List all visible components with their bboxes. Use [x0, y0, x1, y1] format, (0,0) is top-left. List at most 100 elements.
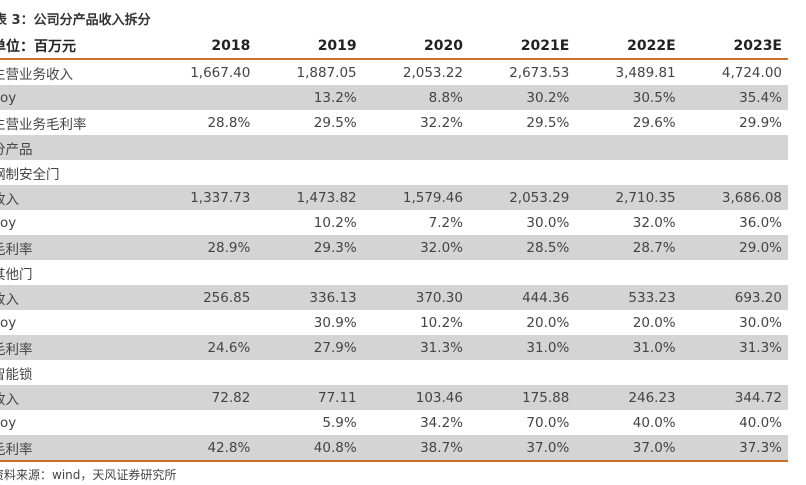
row-label: 收入 [0, 285, 150, 310]
value-cell: 40.0% [739, 414, 782, 431]
value-cell [256, 160, 362, 185]
value-cell: 30.5% [575, 85, 682, 110]
value-cell: 42.8% [150, 435, 257, 462]
value-cell: 40.0% [632, 414, 676, 431]
table-row: 主营业务毛利率 28.8% 29.5% 32.2% 29.5% 29.6% 29.9% [0, 110, 788, 135]
value-cell [362, 135, 469, 160]
table-row: 分产品 [0, 135, 788, 160]
value-cell: 32.2% [420, 114, 463, 131]
header-cell: 2023E [681, 33, 788, 60]
row-label: yoy [0, 414, 17, 431]
table-row: 毛利率24.6%27.9%31.3%31.0%31.0%31.3% [0, 335, 788, 360]
value-cell: 28.8% [207, 114, 251, 131]
header-cell: 2021E [468, 33, 576, 60]
value-cell: 533.23 [575, 285, 682, 310]
value-cell: 29.9% [739, 114, 782, 131]
row-label: 分产品 [0, 135, 150, 160]
table-row: 主营业务收入 1,667.40 1,887.05 2,053.22 2,673.53 3,… [0, 59, 788, 85]
row-label: 收入 [0, 385, 150, 410]
value-cell [469, 160, 575, 185]
table-row: yoy 30.9% 10.2% 20.0% 20.0% 30.0% [0, 310, 788, 335]
value-cell: 8.8% [362, 85, 469, 110]
value-cell: 10.2% [313, 214, 357, 231]
table-row: yoy 13.2%8.8%30.2%30.5%35.4% [0, 85, 788, 110]
value-cell: 444.36 [468, 285, 576, 310]
value-cell [682, 360, 788, 385]
value-cell: 37.3% [681, 435, 788, 462]
value-cell [150, 85, 257, 110]
value-cell: 2,673.53 [509, 64, 570, 81]
table-row: 智能锁 [0, 360, 788, 385]
header-cell: 2022E [575, 33, 682, 60]
value-cell: 77.11 [256, 385, 363, 410]
row-label: 毛利率 [0, 235, 150, 260]
value-cell: 20.0% [632, 314, 676, 331]
value-cell: 7.2% [428, 214, 463, 231]
value-cell [682, 260, 788, 285]
value-cell [256, 135, 363, 160]
row-label: 主营业务毛利率 [0, 116, 87, 133]
value-cell: 32.0% [362, 235, 469, 260]
value-cell: 29.0% [681, 235, 788, 260]
value-cell: 28.9% [150, 235, 257, 260]
value-cell: 37.0% [575, 435, 682, 462]
row-label: yoy [0, 314, 17, 331]
value-cell [575, 360, 681, 385]
value-cell: 3,686.08 [681, 185, 788, 210]
value-cell [469, 360, 575, 385]
value-cell: 30.0% [739, 314, 782, 331]
value-cell [150, 260, 256, 285]
header-cell: 2020 [362, 33, 469, 60]
value-cell: 370.30 [362, 285, 469, 310]
table-row: 钢制安全门 [0, 160, 788, 185]
value-cell: 1,667.40 [190, 64, 251, 81]
value-cell: 175.88 [468, 385, 576, 410]
value-cell: 40.8% [256, 435, 363, 462]
value-cell [150, 360, 256, 385]
value-cell: 693.20 [681, 285, 788, 310]
value-cell [363, 360, 469, 385]
value-cell: 31.0% [468, 335, 576, 360]
value-cell [150, 310, 256, 335]
value-cell [469, 260, 575, 285]
value-cell [256, 360, 362, 385]
row-label: yoy [0, 214, 17, 231]
value-cell: 32.0% [632, 214, 676, 231]
value-cell: 1,473.82 [256, 185, 363, 210]
value-cell: 30.9% [313, 314, 357, 331]
value-cell: 24.6% [150, 335, 257, 360]
value-cell: 20.0% [526, 314, 570, 331]
row-label: yoy [0, 85, 150, 110]
value-cell: 31.3% [362, 335, 469, 360]
value-cell: 2,053.22 [402, 64, 463, 81]
value-cell: 1,887.05 [296, 64, 357, 81]
value-cell: 30.0% [526, 214, 570, 231]
value-cell: 10.2% [420, 314, 463, 331]
value-cell [468, 135, 576, 160]
row-label: 钢制安全门 [0, 166, 60, 183]
value-cell [363, 160, 469, 185]
header-row: 单位：百万元 2018 2019 2020 2021E 2022E 2023E [0, 33, 788, 60]
header-cell: 2018 [150, 33, 257, 60]
value-cell: 31.3% [681, 335, 788, 360]
value-cell [682, 160, 788, 185]
value-cell [256, 260, 362, 285]
row-label: 智能锁 [0, 366, 33, 383]
value-cell: 1,337.73 [150, 185, 257, 210]
value-cell [150, 210, 256, 235]
value-cell [575, 160, 681, 185]
table-row: yoy 5.9% 34.2% 70.0% 40.0% 40.0% [0, 410, 788, 435]
value-cell [575, 260, 681, 285]
value-cell: 1,579.46 [362, 185, 469, 210]
value-cell: 28.7% [575, 235, 682, 260]
row-label: 主营业务收入 [0, 66, 73, 83]
value-cell: 37.0% [468, 435, 576, 462]
row-label: 毛利率 [0, 435, 150, 462]
value-cell: 28.5% [468, 235, 576, 260]
value-cell: 336.13 [256, 285, 363, 310]
value-cell [575, 135, 682, 160]
value-cell [681, 135, 788, 160]
header-cell: 2019 [256, 33, 363, 60]
